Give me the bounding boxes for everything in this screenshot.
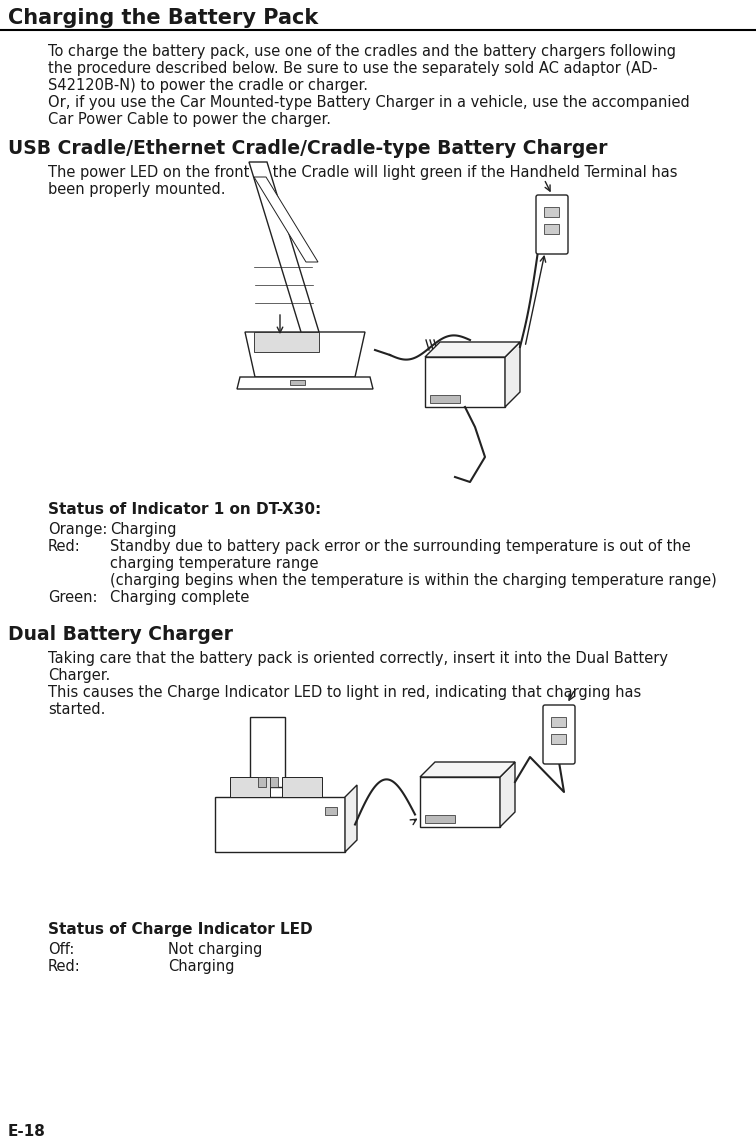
Text: To charge the battery pack, use one of the cradles and the battery chargers foll: To charge the battery pack, use one of t… [48,43,676,59]
Bar [270,777,278,787]
Polygon shape [249,162,319,332]
Text: Green:: Green: [48,590,98,605]
Polygon shape [245,332,365,378]
Bar [258,777,266,787]
FancyBboxPatch shape [420,777,500,827]
Text: Taking care that the battery pack is oriented correctly, insert it into the Dual: Taking care that the battery pack is ori… [48,651,668,666]
Text: Dual Battery Charger: Dual Battery Charger [8,625,233,644]
Text: USB Cradle/Ethernet Cradle/Cradle-type Battery Charger: USB Cradle/Ethernet Cradle/Cradle-type B… [8,140,608,158]
Text: Status of Indicator 1 on DT-X30:: Status of Indicator 1 on DT-X30: [48,502,321,517]
Text: Red:: Red: [48,959,81,974]
Text: (charging begins when the temperature is within the charging temperature range): (charging begins when the temperature is… [110,573,717,588]
Text: started.: started. [48,702,105,717]
Bar [544,207,559,217]
Bar [551,734,566,744]
Bar [430,395,460,403]
Text: Orange:: Orange: [48,522,107,537]
Text: This causes the Charge Indicator LED to light in red, indicating that charging h: This causes the Charge Indicator LED to … [48,685,641,700]
Bar [290,380,305,386]
FancyBboxPatch shape [215,797,345,852]
Polygon shape [254,177,318,262]
Polygon shape [500,762,515,827]
Text: Or, if you use the Car Mounted-type Battery Charger in a vehicle, use the accomp: Or, if you use the Car Mounted-type Batt… [48,95,689,110]
Polygon shape [505,342,520,407]
Text: Charging complete: Charging complete [110,590,249,605]
Polygon shape [425,342,520,357]
Text: Charging: Charging [110,522,176,537]
Text: been properly mounted.: been properly mounted. [48,182,225,197]
Text: the procedure described below. Be sure to use the separately sold AC adaptor (AD: the procedure described below. Be sure t… [48,61,658,76]
Polygon shape [230,777,270,797]
FancyBboxPatch shape [543,705,575,764]
FancyBboxPatch shape [536,194,568,254]
Text: Car Power Cable to power the charger.: Car Power Cable to power the charger. [48,112,331,127]
Text: Charging: Charging [168,959,234,974]
Text: charging temperature range: charging temperature range [110,556,318,571]
Text: Off:: Off: [48,942,74,958]
Bar [551,717,566,726]
Polygon shape [254,332,319,352]
Polygon shape [237,378,373,389]
Bar [325,807,337,815]
Text: Standby due to battery pack error or the surrounding temperature is out of the: Standby due to battery pack error or the… [110,539,691,554]
Text: Charging the Battery Pack: Charging the Battery Pack [8,8,318,27]
Polygon shape [250,717,285,787]
Polygon shape [282,777,322,797]
Bar [425,815,455,823]
Text: The power LED on the front of the Cradle will light green if the Handheld Termin: The power LED on the front of the Cradle… [48,165,677,180]
Text: E-18: E-18 [8,1125,46,1139]
Text: Charger.: Charger. [48,668,110,683]
Polygon shape [420,762,515,777]
FancyBboxPatch shape [425,357,505,407]
Text: Not charging: Not charging [168,942,262,958]
Text: S42120B-N) to power the cradle or charger.: S42120B-N) to power the cradle or charge… [48,78,368,93]
Text: Red:: Red: [48,539,81,554]
Polygon shape [345,785,357,852]
Text: Status of Charge Indicator LED: Status of Charge Indicator LED [48,922,313,937]
Bar [544,224,559,235]
